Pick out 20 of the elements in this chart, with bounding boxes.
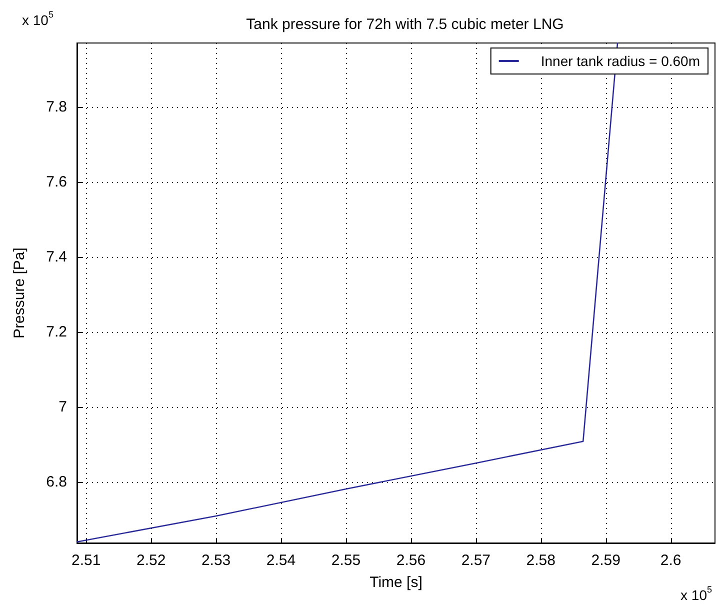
x-tick-label: 2.55	[331, 552, 361, 569]
x-tick-label: 2.6	[660, 552, 682, 569]
y-axis-title: Pressure [Pa]	[11, 248, 28, 338]
y-tick-label: 7.8	[46, 98, 67, 116]
x-tick-label: 2.53	[201, 552, 231, 569]
x-axis-title: Time [s]	[370, 574, 422, 591]
chart-title: Tank pressure for 72h with 7.5 cubic meter LNG	[246, 16, 564, 33]
y-tick-label: 7.6	[46, 173, 67, 190]
y-tick-label: 7	[58, 398, 67, 416]
x-tick-label: 2.52	[136, 552, 166, 569]
y-tick-label: 6.8	[46, 473, 67, 490]
x-tick-label: 2.51	[71, 552, 101, 569]
y-tick-label: 7.2	[46, 323, 67, 340]
x-tick-label: 2.54	[266, 552, 296, 569]
x-tick-label: 2.56	[396, 552, 426, 569]
legend-label: Inner tank radius = 0.60m	[540, 53, 700, 69]
x-tick-label: 2.57	[461, 552, 491, 569]
y-tick-label: 7.4	[46, 248, 67, 266]
x-tick-label: 2.58	[526, 552, 556, 569]
x-tick-label: 2.59	[591, 552, 620, 569]
